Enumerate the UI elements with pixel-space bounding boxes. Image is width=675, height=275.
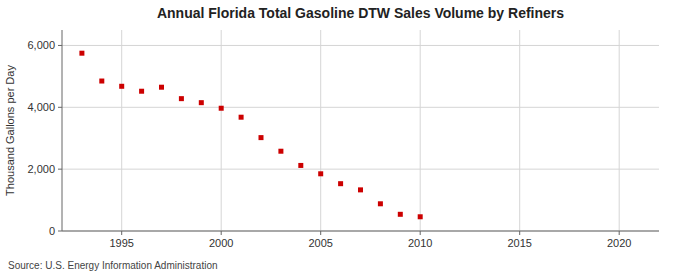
tick-mark	[58, 45, 62, 46]
y-tick-label: 6,000	[27, 39, 55, 51]
y-tick-label: 4,000	[27, 101, 55, 113]
point	[338, 181, 343, 186]
points	[79, 51, 422, 220]
x-tick-label: 2020	[607, 237, 631, 249]
y-axis-label: Thousand Gallons per Day	[4, 65, 16, 196]
grid-line	[62, 45, 659, 46]
grid-line	[619, 30, 620, 231]
grid-line	[519, 30, 520, 231]
point	[378, 201, 383, 206]
point	[159, 85, 164, 90]
tick-mark	[619, 231, 620, 235]
x-tick-label: 1995	[109, 237, 133, 249]
point	[358, 187, 363, 192]
grid-line	[62, 231, 659, 232]
point	[139, 89, 144, 94]
source-annotation: Source: U.S. Energy Information Administ…	[8, 260, 218, 271]
chart: Annual Florida Total Gasoline DTW Sales …	[0, 0, 675, 275]
point	[79, 51, 84, 56]
grid-line	[121, 30, 122, 231]
grid-line	[320, 30, 321, 231]
tick-mark	[58, 107, 62, 108]
point	[398, 212, 403, 217]
grid-line	[420, 30, 421, 231]
tick-mark	[121, 231, 122, 235]
tick-mark	[420, 231, 421, 235]
tick-mark	[221, 231, 222, 235]
point	[119, 84, 124, 89]
grid-line	[62, 107, 659, 108]
title: Annual Florida Total Gasoline DTW Sales …	[157, 5, 564, 21]
grid	[62, 30, 659, 231]
x-tick-label: 2015	[507, 237, 531, 249]
point	[278, 149, 283, 154]
x-tick-label: 2010	[408, 237, 432, 249]
point	[298, 163, 303, 168]
tick-mark	[58, 231, 62, 232]
point	[239, 115, 244, 120]
x-tick-label: 2000	[209, 237, 233, 249]
point	[179, 96, 184, 101]
point	[199, 100, 204, 105]
x-tick-label: 2005	[308, 237, 332, 249]
point	[219, 106, 224, 111]
point	[318, 171, 323, 176]
grid-line	[221, 30, 222, 231]
point	[99, 79, 104, 84]
tick-mark	[519, 231, 520, 235]
y-tick-label: 2,000	[27, 163, 55, 175]
tick-mark	[320, 231, 321, 235]
grid-line	[62, 169, 659, 170]
y-axis-line	[62, 30, 63, 231]
x-axis-line	[62, 231, 659, 232]
tick-mark	[58, 169, 62, 170]
y-tick-label: 0	[49, 225, 55, 237]
point	[259, 135, 264, 140]
point	[418, 214, 423, 219]
